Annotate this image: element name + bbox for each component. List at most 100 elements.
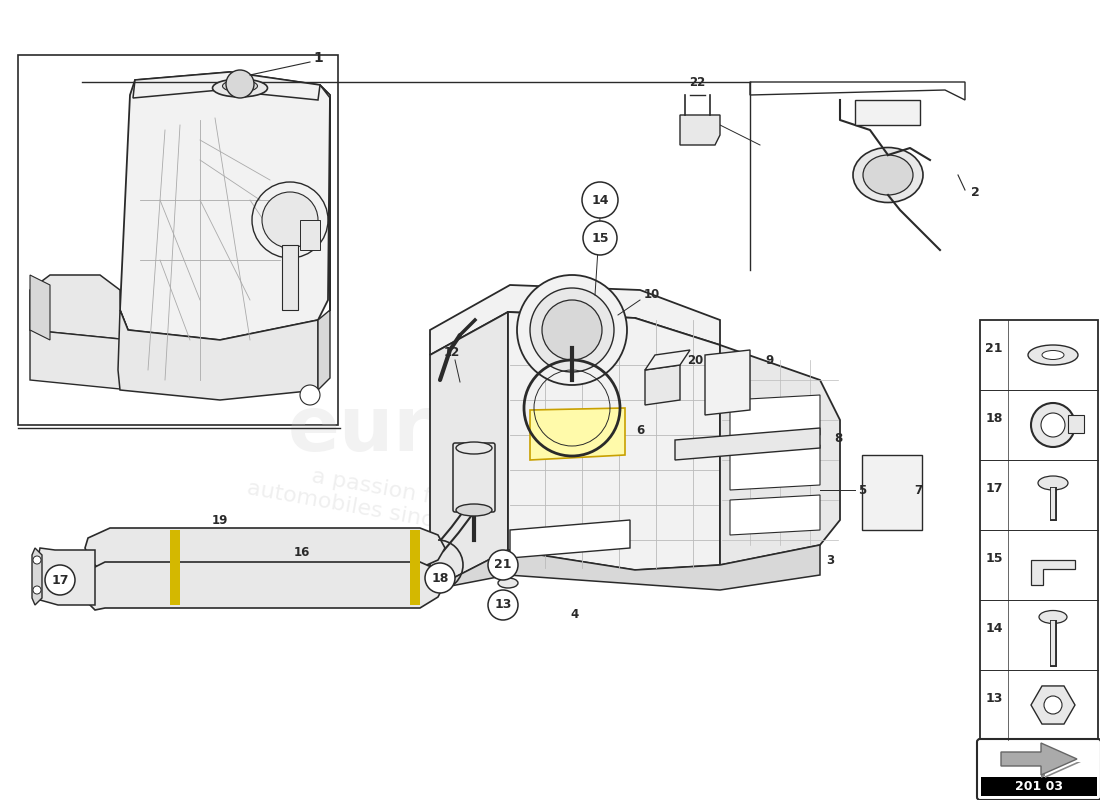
- Ellipse shape: [456, 504, 492, 516]
- Polygon shape: [730, 445, 820, 490]
- Circle shape: [300, 385, 320, 405]
- Text: 2: 2: [970, 186, 979, 199]
- Polygon shape: [32, 548, 42, 605]
- Text: 201 03: 201 03: [1015, 779, 1063, 793]
- Polygon shape: [1005, 762, 1081, 778]
- Ellipse shape: [456, 442, 492, 454]
- Text: 14: 14: [986, 622, 1003, 634]
- FancyBboxPatch shape: [300, 220, 320, 250]
- Circle shape: [583, 221, 617, 255]
- Text: 9: 9: [766, 354, 774, 366]
- Ellipse shape: [1042, 350, 1064, 359]
- Text: 18: 18: [431, 571, 449, 585]
- Polygon shape: [1031, 560, 1075, 585]
- FancyBboxPatch shape: [18, 55, 338, 425]
- Circle shape: [45, 565, 75, 595]
- FancyBboxPatch shape: [453, 443, 495, 512]
- FancyBboxPatch shape: [980, 320, 1098, 740]
- Ellipse shape: [222, 80, 257, 92]
- Text: 20: 20: [686, 354, 703, 366]
- Text: 7: 7: [914, 483, 922, 497]
- Circle shape: [33, 556, 41, 564]
- Polygon shape: [30, 330, 130, 390]
- Polygon shape: [750, 82, 965, 100]
- FancyBboxPatch shape: [981, 777, 1097, 796]
- Polygon shape: [645, 350, 690, 370]
- Polygon shape: [730, 495, 820, 535]
- Circle shape: [582, 182, 618, 218]
- Text: 10: 10: [644, 289, 660, 302]
- Text: 3: 3: [826, 554, 834, 566]
- Text: 18: 18: [986, 411, 1003, 425]
- Polygon shape: [675, 428, 820, 460]
- Circle shape: [262, 192, 318, 248]
- Text: 15: 15: [986, 551, 1003, 565]
- Circle shape: [542, 300, 602, 360]
- Ellipse shape: [852, 147, 923, 202]
- Text: 8: 8: [834, 431, 843, 445]
- Circle shape: [1044, 696, 1061, 714]
- Polygon shape: [530, 408, 625, 460]
- Polygon shape: [35, 548, 95, 605]
- Text: 13: 13: [986, 691, 1003, 705]
- Text: 12: 12: [444, 346, 460, 359]
- Text: 19: 19: [212, 514, 228, 526]
- Polygon shape: [680, 115, 720, 145]
- Polygon shape: [430, 285, 720, 355]
- FancyBboxPatch shape: [862, 455, 922, 530]
- FancyBboxPatch shape: [170, 530, 180, 605]
- Text: 13: 13: [494, 598, 512, 611]
- Ellipse shape: [1040, 610, 1067, 623]
- Polygon shape: [508, 312, 720, 570]
- Polygon shape: [430, 545, 820, 590]
- Text: 14: 14: [592, 194, 608, 206]
- Circle shape: [226, 70, 254, 98]
- Ellipse shape: [498, 578, 518, 588]
- Polygon shape: [118, 310, 318, 400]
- Circle shape: [425, 563, 455, 593]
- Circle shape: [1031, 403, 1075, 447]
- Polygon shape: [430, 312, 508, 590]
- Polygon shape: [855, 100, 920, 125]
- Polygon shape: [30, 275, 50, 340]
- Polygon shape: [80, 562, 446, 610]
- Text: 15: 15: [592, 231, 608, 245]
- Circle shape: [488, 550, 518, 580]
- Text: 5: 5: [858, 483, 866, 497]
- Text: 22: 22: [689, 77, 705, 90]
- Ellipse shape: [864, 155, 913, 195]
- Polygon shape: [720, 345, 840, 565]
- Polygon shape: [30, 275, 130, 340]
- Text: 1: 1: [314, 51, 323, 65]
- Text: 17: 17: [986, 482, 1003, 494]
- Polygon shape: [85, 528, 446, 570]
- Polygon shape: [282, 245, 298, 310]
- Polygon shape: [133, 72, 320, 100]
- Polygon shape: [645, 365, 680, 405]
- Ellipse shape: [212, 79, 267, 97]
- Text: a passion for
automobiles since 1985: a passion for automobiles since 1985: [245, 456, 515, 544]
- Circle shape: [530, 288, 614, 372]
- FancyBboxPatch shape: [977, 739, 1100, 800]
- Text: europarc: europarc: [287, 393, 672, 467]
- FancyBboxPatch shape: [410, 530, 420, 605]
- Circle shape: [1041, 413, 1065, 437]
- Polygon shape: [120, 72, 330, 340]
- Polygon shape: [705, 350, 750, 415]
- Ellipse shape: [1038, 476, 1068, 490]
- Circle shape: [488, 590, 518, 620]
- FancyBboxPatch shape: [1068, 415, 1084, 433]
- Text: 16: 16: [294, 546, 310, 559]
- Polygon shape: [318, 85, 330, 390]
- Text: 17: 17: [52, 574, 68, 586]
- Text: 4: 4: [571, 609, 579, 622]
- Text: 21: 21: [986, 342, 1003, 354]
- Ellipse shape: [1028, 345, 1078, 365]
- Circle shape: [517, 275, 627, 385]
- Text: 21: 21: [494, 558, 512, 571]
- Polygon shape: [730, 395, 820, 440]
- Polygon shape: [1001, 743, 1077, 775]
- Text: 6: 6: [636, 423, 645, 437]
- Circle shape: [33, 586, 41, 594]
- Polygon shape: [510, 520, 630, 558]
